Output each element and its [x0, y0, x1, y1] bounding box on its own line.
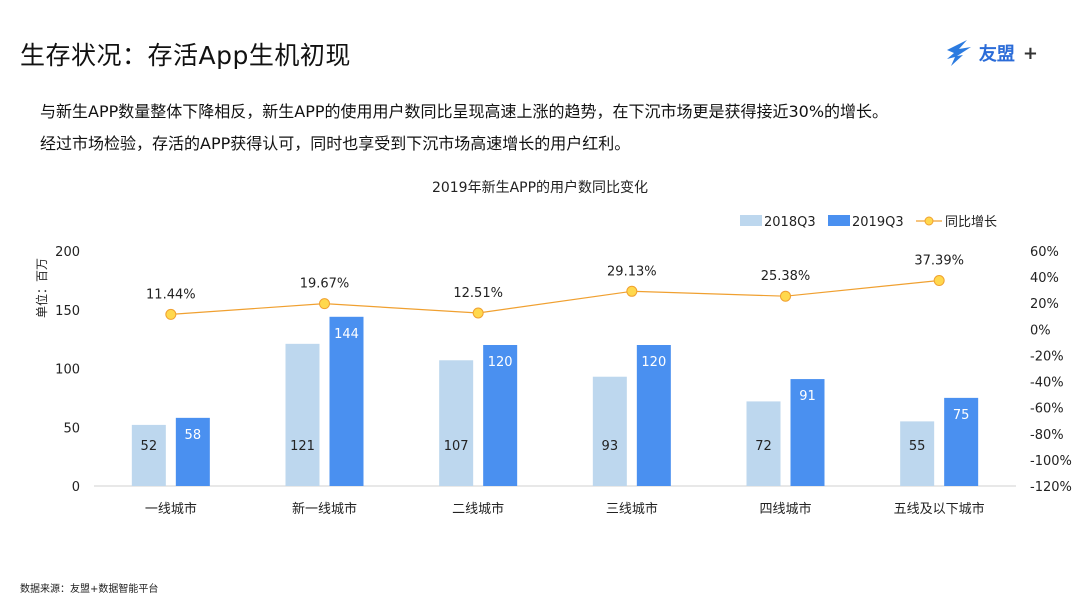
bar-value-label: 91	[799, 389, 816, 404]
growth-value-label: 19.67%	[300, 277, 350, 292]
bar-2018Q3	[285, 343, 320, 486]
growth-line	[170, 279, 940, 315]
x-tick-label: 四线城市	[759, 501, 811, 517]
bar-value-label: 144	[334, 327, 359, 342]
description: 与新生APP数量整体下降相反，新生APP的使用用户数同比呈现高速上涨的趋势，在下…	[40, 96, 888, 160]
x-tick-label: 二线城市	[452, 501, 504, 517]
growth-value-label: 12.51%	[453, 286, 503, 301]
bar-2019Q3	[175, 417, 210, 486]
bar-2018Q3	[439, 360, 474, 486]
bar-2018Q3	[746, 401, 781, 486]
growth-value-label: 29.13%	[607, 264, 657, 279]
logo-plus: +	[1022, 42, 1038, 64]
bird-logo-icon	[946, 40, 971, 66]
x-tick-label: 五线及以下城市	[894, 501, 985, 517]
y2-tick-label: 40%	[1030, 271, 1059, 286]
y-tick-label: 0	[72, 480, 80, 495]
bar-value-label: 72	[755, 439, 772, 454]
legend-label: 同比增长	[945, 215, 997, 230]
chart: 2019年新生APP的用户数同比变化 单位：百万 2018Q3 2019Q3 同比增…	[34, 179, 1072, 517]
growth-value-label: 11.44%	[146, 287, 196, 302]
bar-2019Q3	[483, 345, 518, 486]
y-axis-title: 单位：百万	[34, 258, 49, 318]
y2-tick-label: -20%	[1030, 349, 1064, 364]
legend-swatch	[740, 215, 762, 226]
growth-point	[933, 275, 945, 287]
growth-point	[472, 307, 484, 319]
y-tick-label: 200	[55, 245, 80, 260]
y2-tick-label: -120%	[1030, 480, 1072, 495]
description-line-1: 与新生APP数量整体下降相反，新生APP的使用用户数同比呈现高速上涨的趋势，在下…	[40, 102, 889, 121]
bar-2019Q3	[944, 397, 979, 486]
description-line-2: 经过市场检验，存活的APP获得认可，同时也享受到下沉市场高速增长的用户红利。	[40, 134, 631, 153]
data-source: 数据来源：友盟+数据智能平台	[20, 584, 159, 595]
brand-logo: 友盟 +	[945, 38, 1038, 68]
legend: 2018Q3 2019Q3 同比增长	[740, 215, 997, 230]
growth-point	[165, 308, 177, 320]
bar-value-label: 55	[909, 439, 926, 454]
growth-line-series: 11.44% 19.67% 12.51% 29.13% 25.38% 37.39%	[146, 254, 964, 320]
growth-point	[626, 285, 638, 297]
x-tick-label: 新一线城市	[292, 501, 357, 517]
growth-point	[780, 290, 791, 302]
logo-text: 友盟	[978, 44, 1015, 65]
y-tick-label: 50	[63, 421, 80, 436]
growth-point	[319, 298, 330, 310]
y-tick-label: 100	[55, 363, 80, 378]
bar-value-label: 120	[641, 355, 666, 370]
y2-tick-label: -40%	[1030, 376, 1064, 391]
bar-2019Q3	[636, 345, 671, 486]
y2-tick-label: 0%	[1030, 323, 1051, 338]
bar-value-label: 93	[602, 439, 619, 454]
legend-label: 2019Q3	[852, 215, 904, 230]
y-tick-label: 150	[55, 304, 80, 319]
bar-value-label: 58	[185, 428, 202, 443]
legend-swatch	[828, 215, 850, 226]
bar-2018Q3	[900, 421, 935, 486]
bars: 52 121 107 93 72 55 58 144 120 120 91 75	[131, 316, 979, 486]
bar-value-label: 107	[444, 439, 469, 454]
x-tick-label: 一线城市	[145, 501, 197, 517]
page-title: 生存状况：存活App生机初现	[20, 41, 351, 70]
y2-tick-label: -60%	[1030, 402, 1064, 417]
chart-title: 2019年新生APP的用户数同比变化	[432, 179, 648, 196]
bar-2019Q3	[329, 316, 364, 486]
growth-value-label: 37.39%	[914, 254, 964, 269]
bar-value-label: 121	[290, 439, 315, 454]
y2-tick-label: 20%	[1030, 297, 1059, 312]
legend-label: 2018Q3	[764, 215, 816, 230]
legend-marker	[924, 216, 934, 226]
y2-tick-label: 60%	[1030, 245, 1059, 260]
bar-value-label: 52	[141, 439, 158, 454]
y2-tick-label: -80%	[1030, 428, 1064, 443]
bar-value-label: 120	[488, 355, 513, 370]
growth-value-label: 25.38%	[761, 269, 811, 284]
y2-tick-label: -100%	[1030, 454, 1072, 469]
axes: 0 50 100 150 200 -120% -100% -80% -60% -40% -20% 0%…	[55, 245, 1072, 517]
x-tick-label: 三线城市	[606, 501, 658, 517]
bar-2018Q3	[592, 376, 627, 486]
bar-2018Q3	[131, 424, 166, 486]
bar-2019Q3	[790, 379, 825, 486]
bar-value-label: 75	[953, 408, 970, 423]
